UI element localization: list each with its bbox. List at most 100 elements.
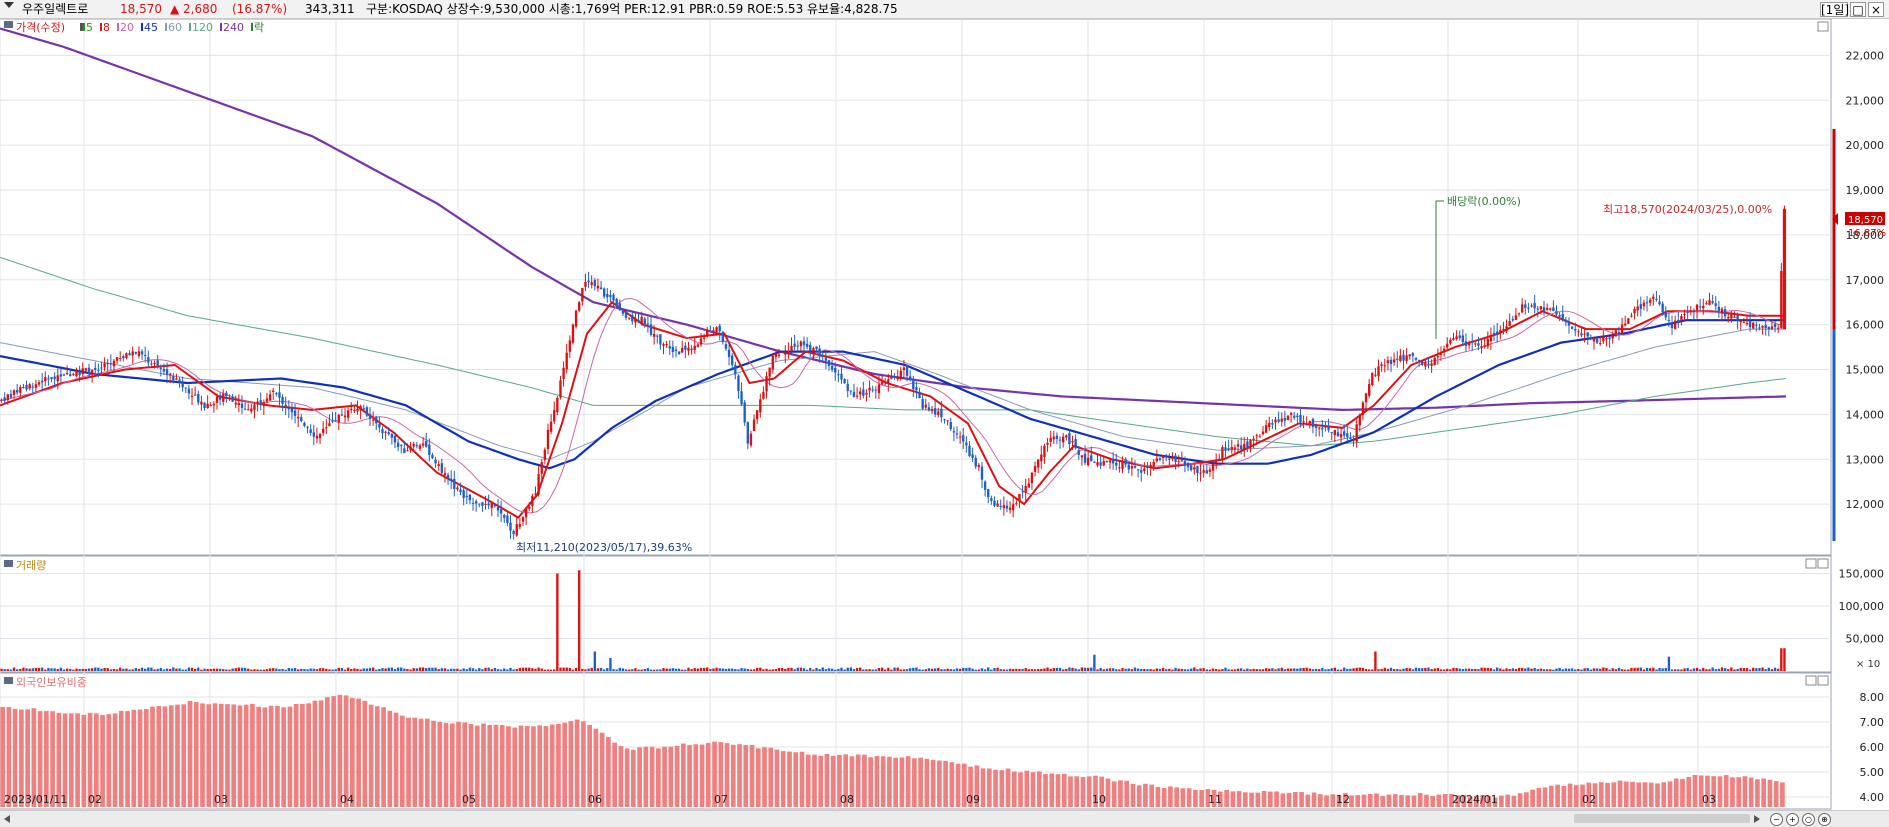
candle-body (1611, 335, 1614, 339)
candle-body (1071, 441, 1074, 443)
foreign-bar (225, 704, 230, 807)
volume-bar (459, 669, 462, 671)
candle-body (90, 370, 94, 375)
candle-body (777, 354, 781, 357)
foreign-bar (549, 724, 555, 807)
candle-body (1280, 418, 1283, 422)
close-icon[interactable]: × (1868, 2, 1884, 17)
volume-bar (946, 668, 949, 671)
chart-area: 2023/01/11 02 03 04 05 06 07 08 09 10 11 12 2024/01 0… (0, 19, 1889, 810)
volume-bar (159, 668, 162, 671)
volume-bar (740, 668, 743, 671)
foreign-bar (193, 701, 199, 807)
volume-bar (368, 668, 372, 671)
volume-bar (1689, 669, 1692, 671)
candle-body (706, 330, 709, 337)
foreign-bar (25, 709, 30, 807)
candle-body (350, 408, 353, 411)
candle-body (755, 410, 759, 420)
volume-bar (300, 668, 303, 671)
volume-bar (1645, 667, 1649, 671)
volume-bar (955, 668, 959, 671)
scroll-right-icon[interactable] (1754, 815, 1760, 823)
candle-body (72, 373, 75, 375)
volume-bar (893, 667, 896, 671)
candle-body (456, 487, 459, 490)
volume-bar (1124, 668, 1127, 671)
stock-name[interactable]: 우주일렉트로 (22, 2, 89, 16)
candle-body (780, 352, 784, 354)
volume-bar (440, 668, 444, 671)
scroll-left-icon[interactable] (4, 815, 10, 823)
foreign-bar (162, 706, 168, 807)
foreign-tick-label: 7.00 (1860, 716, 1885, 729)
volume-bar (1733, 669, 1736, 671)
volume-bar (334, 669, 337, 671)
candle-body (1133, 466, 1137, 468)
panel-menu-icon[interactable] (4, 21, 13, 28)
volume-bar (1021, 668, 1024, 671)
foreign-bar (62, 713, 68, 807)
candle-body (340, 414, 344, 416)
foreign-bar (787, 751, 792, 807)
volume-bar (281, 668, 284, 671)
candle-body (1517, 313, 1521, 315)
candle-body (1155, 458, 1159, 462)
maximize-icon[interactable]: □ (1850, 2, 1866, 17)
zoom-in-icon[interactable]: + (1786, 813, 1799, 826)
candle-body (827, 360, 831, 366)
foreign-bar (1742, 776, 1748, 807)
volume-bar (618, 667, 621, 671)
foreign-bar (606, 737, 611, 807)
volume-bar (693, 668, 696, 671)
foreign-bar (937, 760, 942, 807)
volume-bar (1190, 668, 1193, 671)
foreign-bar (1118, 780, 1123, 807)
volume-menu-icon[interactable] (4, 560, 13, 567)
candle-body (1227, 448, 1230, 450)
foreign-menu-icon[interactable] (4, 677, 13, 684)
foreign-bar (1155, 786, 1161, 807)
foreign-bar (56, 712, 62, 807)
volume-bar (484, 667, 487, 671)
candle-body (81, 368, 84, 375)
candle-body (287, 407, 291, 410)
candle-body (162, 368, 166, 372)
volume-bar (1686, 667, 1689, 671)
candle-body (44, 377, 47, 382)
volume-bar (809, 667, 812, 671)
candle-body (1008, 507, 1012, 510)
candle-body (1689, 310, 1692, 313)
panel-buttons[interactable] (1805, 21, 1829, 686)
volume-bar (1517, 667, 1521, 671)
volume-bar (212, 668, 216, 671)
candle-body (403, 448, 406, 453)
volume-bar (1202, 668, 1205, 671)
candle-body (1745, 322, 1749, 325)
volume-bar (387, 667, 390, 671)
period-button[interactable]: [1일] (1820, 2, 1850, 17)
candle-body (75, 371, 78, 377)
candle-body (1027, 483, 1031, 488)
candle-body (1305, 423, 1308, 425)
volume-bar (90, 668, 94, 671)
candle-body (1692, 310, 1696, 313)
candle-body (1446, 343, 1449, 348)
foreign-bar (493, 724, 499, 807)
candle-body (484, 503, 487, 505)
foreign-bar (1111, 781, 1117, 807)
foreign-bar (268, 705, 274, 807)
candle-body (1024, 485, 1027, 493)
scroll-thumb[interactable] (1574, 814, 1750, 823)
horizontal-scrollbar[interactable]: − + ○ ⊕ (0, 810, 1889, 827)
zoom-out-icon[interactable]: − (1770, 813, 1783, 826)
menu-dropdown-icon[interactable] (4, 2, 14, 8)
candle-body (1271, 422, 1274, 425)
candle-body (1190, 465, 1193, 471)
foreign-bar (943, 760, 948, 807)
foreign-bar (924, 758, 930, 807)
zoom-fit-icon[interactable]: ⊕ (1818, 813, 1831, 826)
volume-bar (1333, 667, 1337, 671)
foreign-bar (1186, 788, 1192, 807)
zoom-reset-icon[interactable]: ○ (1802, 813, 1815, 826)
